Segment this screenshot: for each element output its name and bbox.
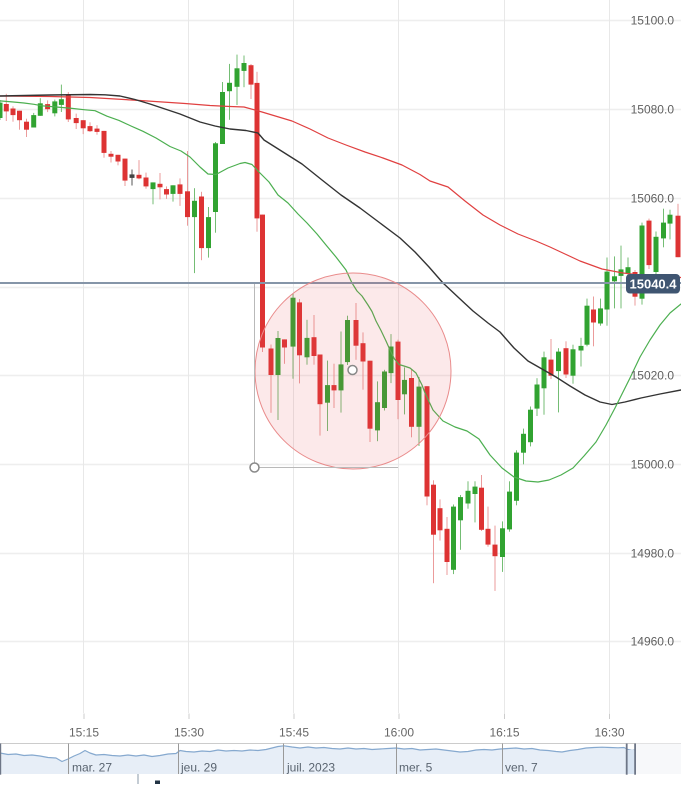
svg-text:15000.0: 15000.0 <box>631 458 675 472</box>
svg-text:15:45: 15:45 <box>279 726 309 740</box>
svg-text:15:30: 15:30 <box>174 726 204 740</box>
svg-text:mer. 5: mer. 5 <box>399 761 433 775</box>
svg-text:ven. 7: ven. 7 <box>505 761 538 775</box>
svg-text:15:15: 15:15 <box>69 726 99 740</box>
svg-text:jeu. 29: jeu. 29 <box>180 761 217 775</box>
svg-text:15020.0: 15020.0 <box>631 369 675 383</box>
svg-text:16:00: 16:00 <box>384 726 414 740</box>
svg-text:mar. 27: mar. 27 <box>72 761 112 775</box>
svg-text:14980.0: 14980.0 <box>631 547 675 561</box>
svg-text:14960.0: 14960.0 <box>631 635 675 649</box>
svg-text:15040.4: 15040.4 <box>630 277 678 292</box>
svg-text:15080.0: 15080.0 <box>631 103 675 117</box>
svg-text:15100.0: 15100.0 <box>631 14 675 28</box>
svg-text:juil. 2023: juil. 2023 <box>286 761 335 775</box>
svg-text:16:15: 16:15 <box>489 726 519 740</box>
svg-text:15060.0: 15060.0 <box>631 192 675 206</box>
svg-text:16:30: 16:30 <box>594 726 624 740</box>
